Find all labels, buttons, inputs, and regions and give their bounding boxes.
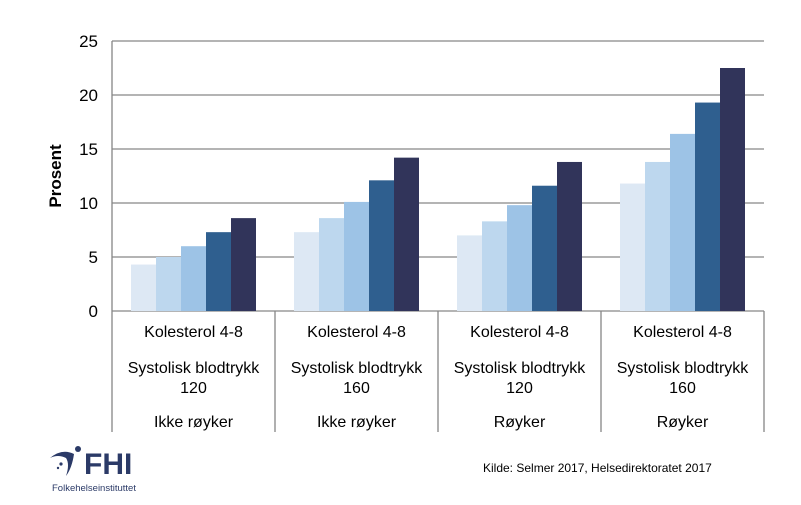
category-label-cholesterol: Kolesterol 4-8 [470,324,569,341]
category-label-cholesterol: Kolesterol 4-8 [144,324,243,341]
y-tick-label: 15 [79,140,98,159]
source-note: Kilde: Selmer 2017, Helsedirektoratet 20… [483,461,712,475]
bar-series-2 [645,161,670,311]
category-label-bp-value: 160 [669,380,696,397]
bar-series-2 [156,257,181,311]
category-label-bp: Systolisk blodtrykk [454,360,587,377]
bar-series-3 [670,133,695,311]
bar-series-4 [369,180,394,311]
y-axis-label: Prosent [46,144,65,208]
bar-chart: 0 5 10 15 20 25 Prosent Kolesterol 4-8 Systolisk… [46,32,765,432]
bar-series-1 [294,232,319,311]
bar-series-4 [532,185,557,311]
bar-series-5 [231,218,256,311]
category-label-bp: Systolisk blodtrykk [617,360,750,377]
bar-series-2 [319,218,344,311]
bar-series-1 [457,235,482,311]
category-label-bp-value: 160 [343,380,370,397]
category-label-bp: Systolisk blodtrykk [291,360,424,377]
bar-series-1 [131,264,156,311]
category-label-smoking: Røyker [494,414,546,431]
svg-text:FHI: FHI [84,448,132,481]
category-label-bp: Systolisk blodtrykk [128,360,261,377]
logo-subtitle: Folkehelseinstituttet [52,483,136,494]
bar-series-5 [720,68,745,311]
bar-series-5 [557,161,582,311]
category-label-cholesterol: Kolesterol 4-8 [633,324,732,341]
bar-series-1 [620,183,645,311]
y-tick-label: 5 [89,248,98,267]
bar-series-3 [344,201,369,311]
category-label-smoking: Røyker [657,414,709,431]
bar-series-2 [482,221,507,311]
bar-series-4 [695,102,720,311]
fhi-logo: FHI Folkehelseinstituttet [48,444,158,504]
category-label-bp-value: 120 [180,380,207,397]
bar-series-4 [206,232,231,311]
bar-series-5 [394,157,419,311]
category-label-cholesterol: Kolesterol 4-8 [307,324,406,341]
y-tick-label: 10 [79,194,98,213]
y-tick-label: 0 [89,302,98,321]
bar-series-3 [507,205,532,311]
y-tick-label: 25 [79,32,98,51]
category-label-smoking: Ikke røyker [317,414,397,431]
category-label-smoking: Ikke røyker [154,414,234,431]
y-tick-label: 20 [79,86,98,105]
bar-series-3 [181,246,206,311]
category-label-bp-value: 120 [506,380,533,397]
